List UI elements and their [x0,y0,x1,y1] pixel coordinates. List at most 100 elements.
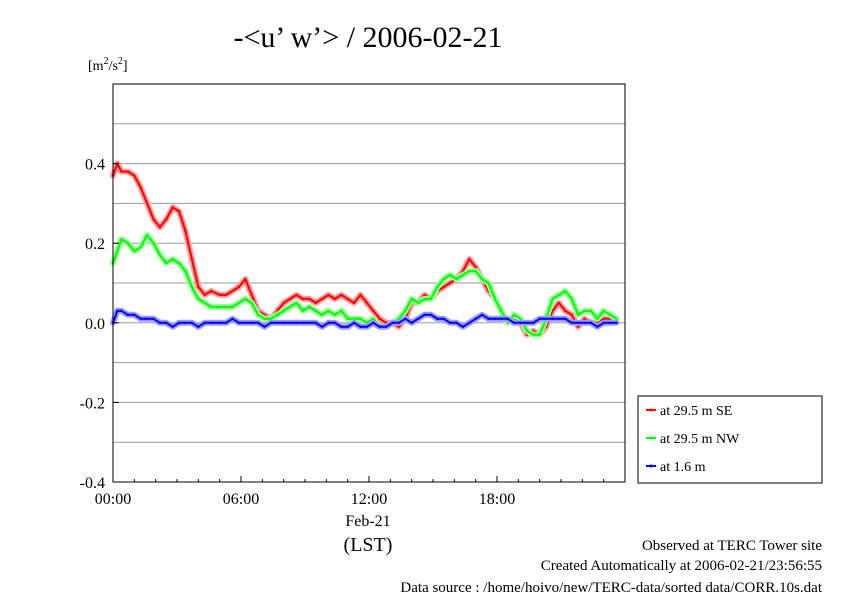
data-point [487,317,490,321]
data-point [218,305,221,309]
data-point [564,309,567,313]
data-point [224,305,228,309]
data-point [532,321,535,324]
data-point [171,257,174,261]
data-point [158,226,162,229]
data-point [416,317,420,321]
data-point [120,238,123,241]
data-point [184,321,187,324]
data-point [596,317,599,321]
data-point [158,253,162,257]
data-point [506,317,509,321]
data-point [288,305,292,309]
data-point [359,325,362,328]
data-point [244,277,247,281]
data-point [152,218,155,221]
x-tick-label: 18:00 [479,491,515,508]
series-line-1 [112,234,618,336]
data-point [378,325,381,328]
data-point [365,301,369,305]
data-point [197,325,200,328]
data-point [152,242,155,245]
data-point [570,297,573,301]
data-point [448,281,452,285]
data-point [564,289,567,293]
data-point [455,277,458,281]
x-tick-label: 00:00 [95,491,131,508]
data-point [288,321,292,324]
data-point [120,170,123,173]
data-point [184,230,187,233]
data-point [295,301,298,305]
legend-marker [649,464,653,468]
data-point [512,321,516,324]
data-point [525,321,529,324]
data-point [346,297,349,301]
data-point [474,265,477,269]
legend-label: at 1.6 m [660,460,706,475]
data-point [423,293,426,297]
data-point [165,321,168,324]
data-point [461,273,465,277]
data-point [410,297,413,301]
data-point [116,249,119,253]
data-point [468,257,471,261]
legend-box [637,395,823,484]
data-point [152,317,155,321]
data-point [340,293,343,297]
data-point [184,269,187,273]
data-point [145,317,149,321]
data-point [145,234,149,237]
data-point [397,321,401,324]
legend-label: at 29.5 m NW [660,432,740,447]
data-point [197,285,200,289]
data-point [244,321,247,324]
data-point [480,277,484,281]
data-point [177,321,181,324]
legend-label: at 29.5 m SE [660,404,732,419]
data-point [532,333,535,336]
data-point [256,313,260,317]
data-point [231,289,234,293]
data-point [474,317,477,321]
data-point [423,297,426,301]
data-point [133,174,136,177]
data-point [244,297,247,301]
data-point [583,321,586,324]
data-point [404,317,407,321]
data-point [209,289,213,293]
y-tick-label: -0.4 [80,475,105,492]
data-point [133,313,136,317]
data-point [372,321,375,324]
data-point [512,313,516,317]
data-point [429,313,433,317]
data-point [218,321,221,324]
data-point [308,305,311,309]
data-point [519,321,522,324]
data-point [327,309,330,313]
data-point [474,269,477,273]
data-point [480,313,484,317]
data-point [237,301,241,305]
data-point [615,317,618,321]
data-point [442,317,445,321]
data-point [346,325,349,328]
data-point [429,297,433,301]
data-point [327,321,330,324]
data-point [209,305,213,309]
data-point [589,321,593,324]
data-point [231,317,234,321]
data-point [391,321,394,324]
data-point [269,321,273,324]
data-point [448,273,452,277]
data-point [448,321,452,324]
data-point [340,325,343,328]
data-point [295,293,298,297]
data-point [250,301,253,305]
data-point [139,186,142,189]
data-point [378,317,381,321]
data-point [557,301,561,305]
data-point [314,309,317,313]
series-band-0 [110,160,620,338]
